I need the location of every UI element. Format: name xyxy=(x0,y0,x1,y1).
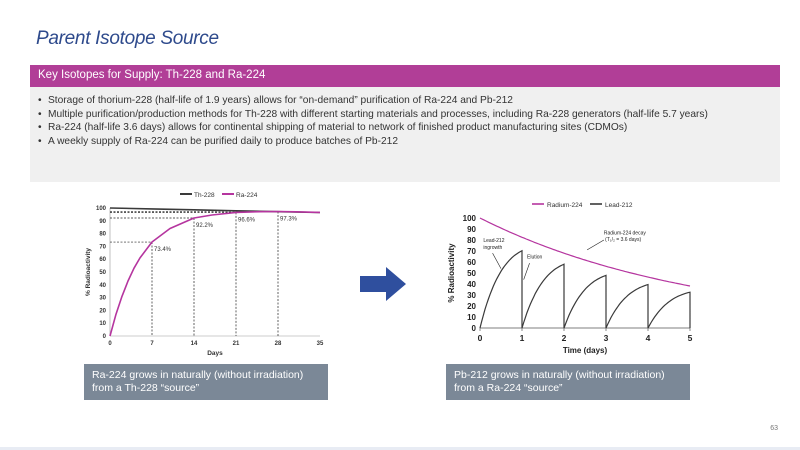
chart-svg: Th-228 Ra-224 0 10 20 30 40 50 60 70 80 90 100 0 7 14 21… xyxy=(85,192,324,357)
y-axis-label: % Radioactivity xyxy=(447,243,456,303)
annotation-label: ingrowth xyxy=(483,245,502,251)
legend-label: Radium-224 xyxy=(547,202,583,209)
right-arrow-icon xyxy=(360,267,406,306)
left-caption: Ra-224 grows in naturally (without irrad… xyxy=(84,364,328,400)
x-tick-label: 2 xyxy=(562,333,567,343)
x-tick-label: 14 xyxy=(191,341,198,347)
x-tick-label: 1 xyxy=(520,333,525,343)
y-tick-label: 60 xyxy=(467,258,476,267)
x-tick-label: 21 xyxy=(233,341,240,347)
y-tick-label: 70 xyxy=(99,244,106,250)
annotation-label: (T₁/₂ = 3.6 days) xyxy=(605,237,641,243)
legend-label: Th-228 xyxy=(194,192,215,199)
bullet-list: Storage of thorium-228 (half-life of 1.9… xyxy=(30,87,780,182)
x-tick-label: 35 xyxy=(317,341,324,347)
bullet-item: A weekly supply of Ra-224 can be purifie… xyxy=(38,136,766,149)
y-tick-label: 60 xyxy=(99,257,106,263)
annotation-arrow xyxy=(523,262,530,280)
lead-212-segment xyxy=(563,274,607,329)
y-tick-label: 80 xyxy=(99,232,106,238)
y-tick-label: 80 xyxy=(467,236,476,245)
x-tick-label: 5 xyxy=(688,333,693,343)
annotation-arrow xyxy=(492,253,502,269)
section-banner: Key Isotopes for Supply: Th-228 and Ra-2… xyxy=(30,65,780,87)
y-tick-label: 20 xyxy=(467,302,476,311)
ra224-line xyxy=(109,210,321,337)
annotation-label: 92.2% xyxy=(196,223,214,229)
y-tick-label: 50 xyxy=(467,269,476,278)
right-caption: Pb-212 grows in naturally (without irrad… xyxy=(446,364,690,400)
page-number: 63 xyxy=(770,425,778,432)
x-tick-label: 28 xyxy=(275,341,282,347)
y-tick-label: 30 xyxy=(467,291,476,300)
annotation-label: 97.3% xyxy=(280,216,298,222)
y-tick-label: 100 xyxy=(463,214,477,223)
x-axis-label: Days xyxy=(207,350,223,357)
page-title: Parent Isotope Source xyxy=(36,28,219,49)
y-tick-label: 0 xyxy=(472,324,477,333)
y-axis-label: % Radioactivity xyxy=(85,248,92,296)
y-tick-label: 0 xyxy=(103,334,107,340)
lead-212-segment xyxy=(647,291,691,329)
y-tick-label: 100 xyxy=(96,206,107,212)
lead-212-segment xyxy=(605,283,649,329)
bullet-item: Storage of thorium-228 (half-life of 1.9… xyxy=(38,95,766,108)
y-tick-label: 10 xyxy=(99,321,106,327)
y-tick-label: 90 xyxy=(99,219,106,225)
x-tick-label: 0 xyxy=(108,341,112,347)
annotation-arrow xyxy=(586,239,605,251)
legend-label: Lead-212 xyxy=(605,202,633,209)
annotation-label: Radium-224 decay xyxy=(604,231,646,237)
x-tick-label: 7 xyxy=(150,341,154,347)
y-tick-label: 10 xyxy=(467,313,476,322)
bullet-item: Multiple purification/production methods… xyxy=(38,109,766,122)
y-tick-label: 40 xyxy=(99,283,106,289)
annotation-label: Elution xyxy=(527,255,543,261)
chart-svg: Radium-224 Lead-2120102030405060708090100… xyxy=(447,202,693,355)
y-tick-label: 90 xyxy=(467,225,476,234)
x-tick-label: 4 xyxy=(646,333,651,343)
annotation-label: 73.4% xyxy=(154,247,172,253)
lead-212-segment xyxy=(479,249,523,329)
bullet-item: Ra-224 (half-life 3.6 days) allows for c… xyxy=(38,122,766,135)
y-tick-label: 20 xyxy=(99,308,106,314)
x-tick-label: 0 xyxy=(478,333,483,343)
y-tick-label: 50 xyxy=(99,270,106,276)
annotation-label: 96.6% xyxy=(238,217,256,223)
lead-212-segment xyxy=(521,263,565,329)
footer-line xyxy=(0,447,800,450)
y-tick-label: 70 xyxy=(467,247,476,256)
radium-224-line xyxy=(479,217,691,287)
x-tick-label: 3 xyxy=(604,333,609,343)
ra224-pb212-chart: Radium-224 Lead-212 0 10 20 30 40 50 60 70 80 90 100… xyxy=(440,196,700,360)
legend-label: Ra-224 xyxy=(236,192,258,199)
y-tick-label: 30 xyxy=(99,296,106,302)
x-axis-label: Time (days) xyxy=(563,346,608,355)
y-tick-label: 40 xyxy=(467,280,476,289)
annotation-label: Lead-212 xyxy=(483,238,504,244)
th228-ra224-chart: Th-228 Ra-224 0 10 20 30 40 50 60 70 80 90 100 0 7 14 21… xyxy=(80,186,330,358)
